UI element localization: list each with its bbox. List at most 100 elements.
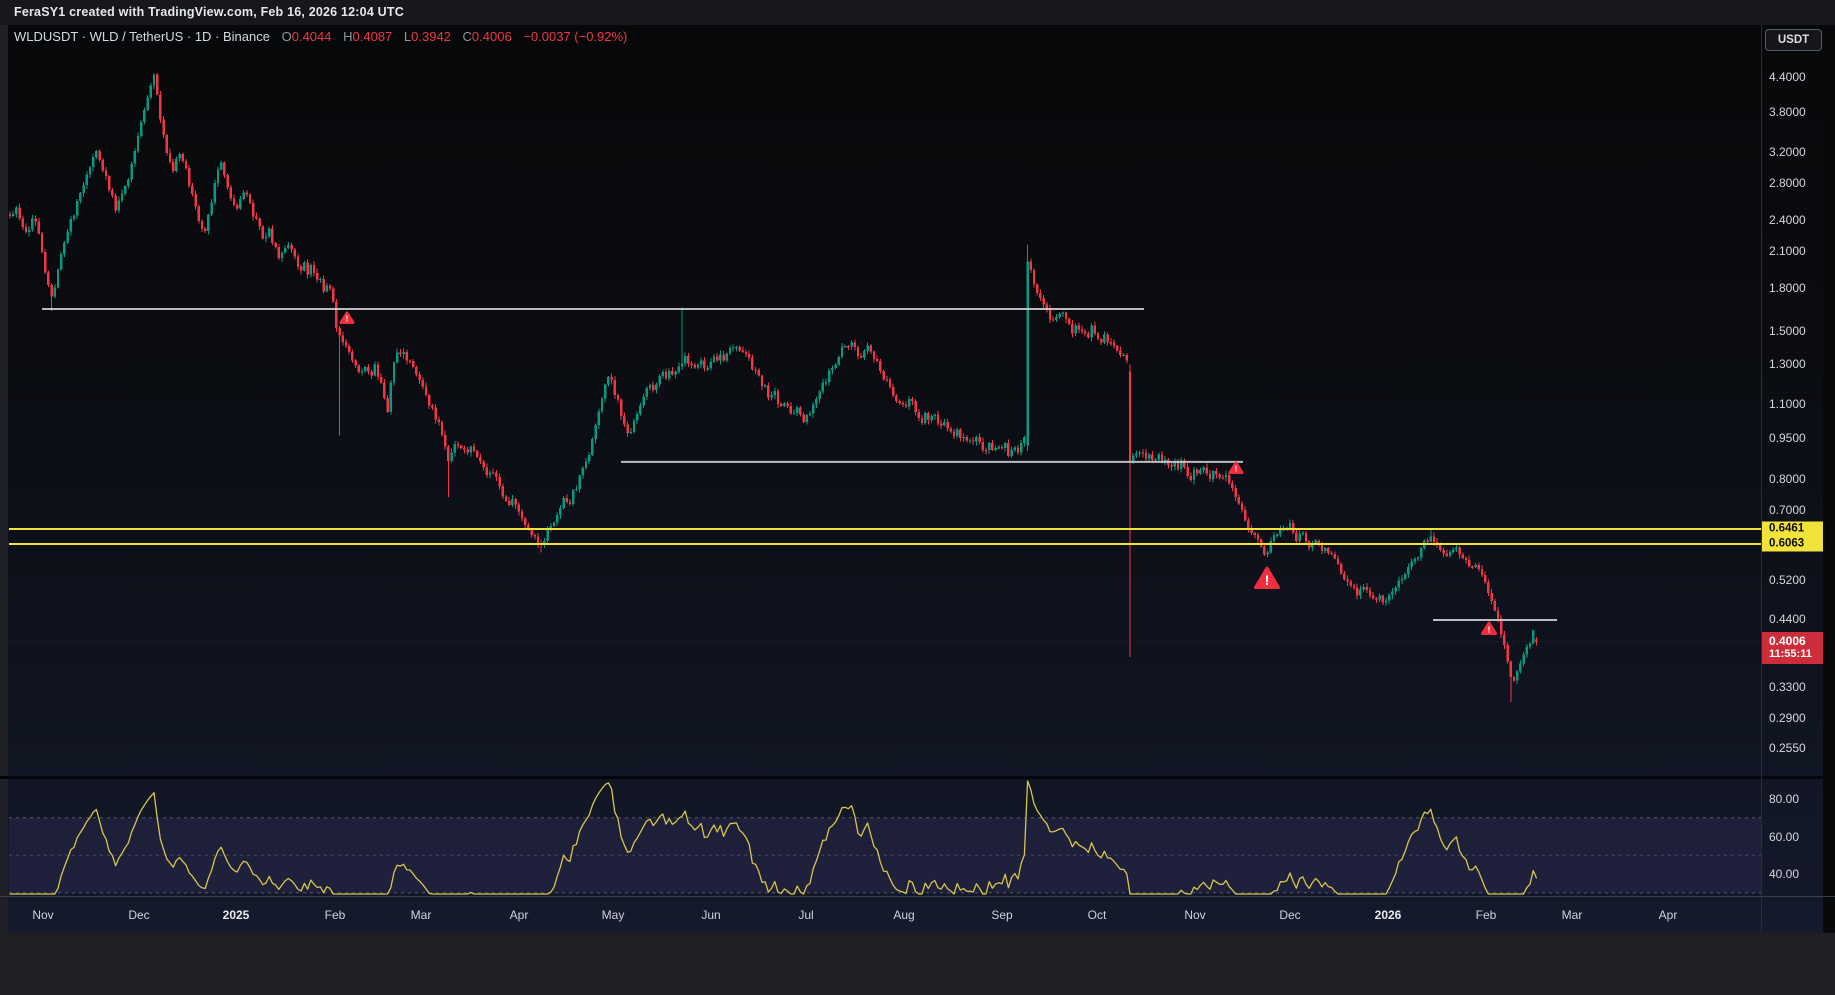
yellow-level-label: 0.6063 <box>1762 536 1823 552</box>
candle-body <box>264 236 268 239</box>
candle-body <box>725 353 728 361</box>
candle-body <box>1240 503 1244 511</box>
rsi-band <box>9 817 1761 893</box>
price-tick-label: 1.1000 <box>1769 396 1806 411</box>
candle-body <box>552 522 556 527</box>
warning-icon[interactable]: ! <box>1254 566 1280 589</box>
candle-body <box>1048 308 1052 320</box>
price-tick-label: 0.4400 <box>1769 612 1806 627</box>
candle-body <box>1205 467 1208 474</box>
candle-body <box>1132 455 1135 462</box>
candle-body <box>69 219 72 232</box>
time-tick-label: Apr <box>509 908 529 922</box>
candle-body <box>1336 558 1340 564</box>
candle-body <box>655 384 658 390</box>
candle-body <box>1384 600 1388 603</box>
candle-body <box>1231 482 1234 488</box>
candle-body <box>1052 319 1055 321</box>
candle-body <box>690 363 693 365</box>
pane-separator[interactable] <box>0 776 1835 779</box>
candle-body <box>1100 339 1103 343</box>
candle-body <box>92 156 95 168</box>
candle-body <box>930 415 933 421</box>
price-tick-label: 2.8000 <box>1769 176 1806 191</box>
candle-body <box>687 356 690 364</box>
candle-body <box>149 85 152 98</box>
candle-body <box>613 380 616 395</box>
candle-body <box>1468 559 1471 567</box>
candle-body <box>1237 496 1240 504</box>
candle-body <box>229 187 232 199</box>
candle-body <box>386 398 389 412</box>
candle-body <box>380 376 383 383</box>
candle-body <box>709 361 712 369</box>
candle-body <box>1381 595 1384 603</box>
candle-body <box>104 170 108 177</box>
candle-body <box>626 424 629 434</box>
candle-body <box>226 174 229 188</box>
candle-body <box>143 110 146 122</box>
candle-body <box>364 366 367 372</box>
candle-body <box>1458 547 1461 555</box>
candle-body <box>12 214 15 216</box>
candle-body <box>440 422 444 435</box>
candle-body <box>658 376 661 385</box>
warning-icon[interactable]: ! <box>1481 621 1497 635</box>
candle-body <box>1077 325 1080 330</box>
candle-body <box>261 226 264 239</box>
candle-body <box>101 160 104 171</box>
candle-body <box>911 398 914 401</box>
symbol-header[interactable]: WLDUSDT · WLD / TetherUS · 1D · Binance … <box>14 29 627 45</box>
candle-body <box>1519 663 1522 672</box>
close-label: C <box>462 29 472 44</box>
warning-icon[interactable]: ! <box>1228 461 1244 474</box>
candle-body <box>165 135 168 153</box>
candle-body <box>1490 593 1493 602</box>
candle-body <box>844 346 847 348</box>
candle-body <box>1039 292 1042 299</box>
candle-body <box>1016 447 1020 453</box>
candle-body <box>31 218 34 230</box>
candle-body <box>412 360 415 368</box>
price-tick-label: 0.2550 <box>1769 741 1806 755</box>
candle-body <box>872 351 876 359</box>
candle-body <box>504 496 508 501</box>
candle-body <box>949 428 952 432</box>
candle-body <box>748 354 751 358</box>
candle-body <box>431 405 434 408</box>
candle-body <box>1119 350 1122 356</box>
candle-body <box>248 194 252 203</box>
svg-text:!: ! <box>1235 465 1238 474</box>
candle-body <box>1144 453 1148 459</box>
candle-body <box>936 414 940 424</box>
candle-body <box>1269 541 1272 553</box>
candle-body <box>284 247 287 253</box>
candle-body <box>517 504 520 512</box>
candle-body <box>805 415 808 422</box>
candle-body <box>1154 459 1157 461</box>
currency-toggle-button[interactable]: USDT <box>1765 29 1822 51</box>
candle-body <box>594 424 597 440</box>
candle-body <box>1340 563 1343 574</box>
candle-body <box>476 451 479 457</box>
candle-body <box>1074 325 1077 334</box>
candle-body <box>1106 334 1109 343</box>
warning-icon[interactable]: ! <box>339 311 355 324</box>
candle-series <box>8 72 1538 702</box>
candle-body <box>1068 318 1071 325</box>
candle-body <box>607 377 610 385</box>
change-value: −0.0037 (−0.92%) <box>523 29 628 44</box>
time-tick-label: Jun <box>701 908 721 922</box>
candle-body <box>146 97 149 111</box>
candle-body <box>786 403 789 406</box>
candle-body <box>1090 325 1093 338</box>
candle-body <box>770 395 773 398</box>
candle-body <box>700 360 703 365</box>
candle-body <box>940 423 943 426</box>
symbol-title: WLDUSDT · WLD / TetherUS · 1D · Binance <box>14 29 270 44</box>
candle-body <box>757 370 760 376</box>
candle-body <box>1330 552 1333 555</box>
candle-body <box>706 368 709 370</box>
candle-body <box>837 357 840 365</box>
